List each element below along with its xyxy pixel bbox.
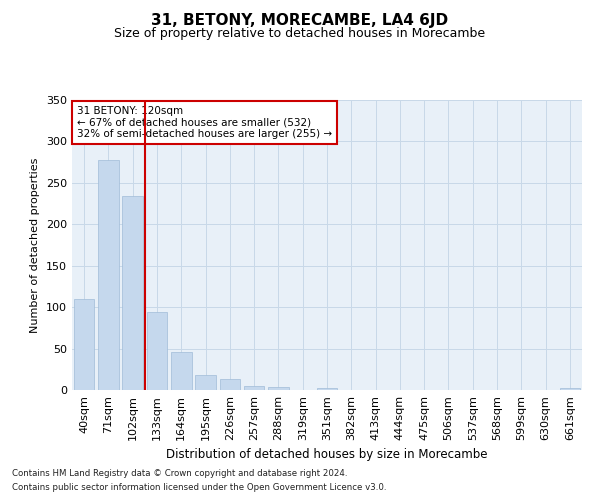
Bar: [98, 160, 119, 390]
Text: Contains HM Land Registry data © Crown copyright and database right 2024.: Contains HM Land Registry data © Crown c…: [12, 468, 347, 477]
Text: 31, BETONY, MORECAMBE, LA4 6JD: 31, BETONY, MORECAMBE, LA4 6JD: [151, 12, 449, 28]
Y-axis label: Number of detached properties: Number of detached properties: [31, 158, 40, 332]
Bar: [146, 312, 167, 390]
Text: Contains public sector information licensed under the Open Government Licence v3: Contains public sector information licen…: [12, 484, 386, 492]
Bar: [122, 196, 143, 390]
Bar: [195, 375, 216, 390]
Bar: [171, 352, 191, 390]
Bar: [220, 379, 240, 390]
Bar: [74, 299, 94, 390]
X-axis label: Distribution of detached houses by size in Morecambe: Distribution of detached houses by size …: [166, 448, 488, 462]
Bar: [317, 388, 337, 390]
Bar: [560, 388, 580, 390]
Text: 31 BETONY: 120sqm
← 67% of detached houses are smaller (532)
32% of semi-detache: 31 BETONY: 120sqm ← 67% of detached hous…: [77, 106, 332, 139]
Bar: [268, 386, 289, 390]
Text: Size of property relative to detached houses in Morecambe: Size of property relative to detached ho…: [115, 28, 485, 40]
Bar: [244, 386, 265, 390]
